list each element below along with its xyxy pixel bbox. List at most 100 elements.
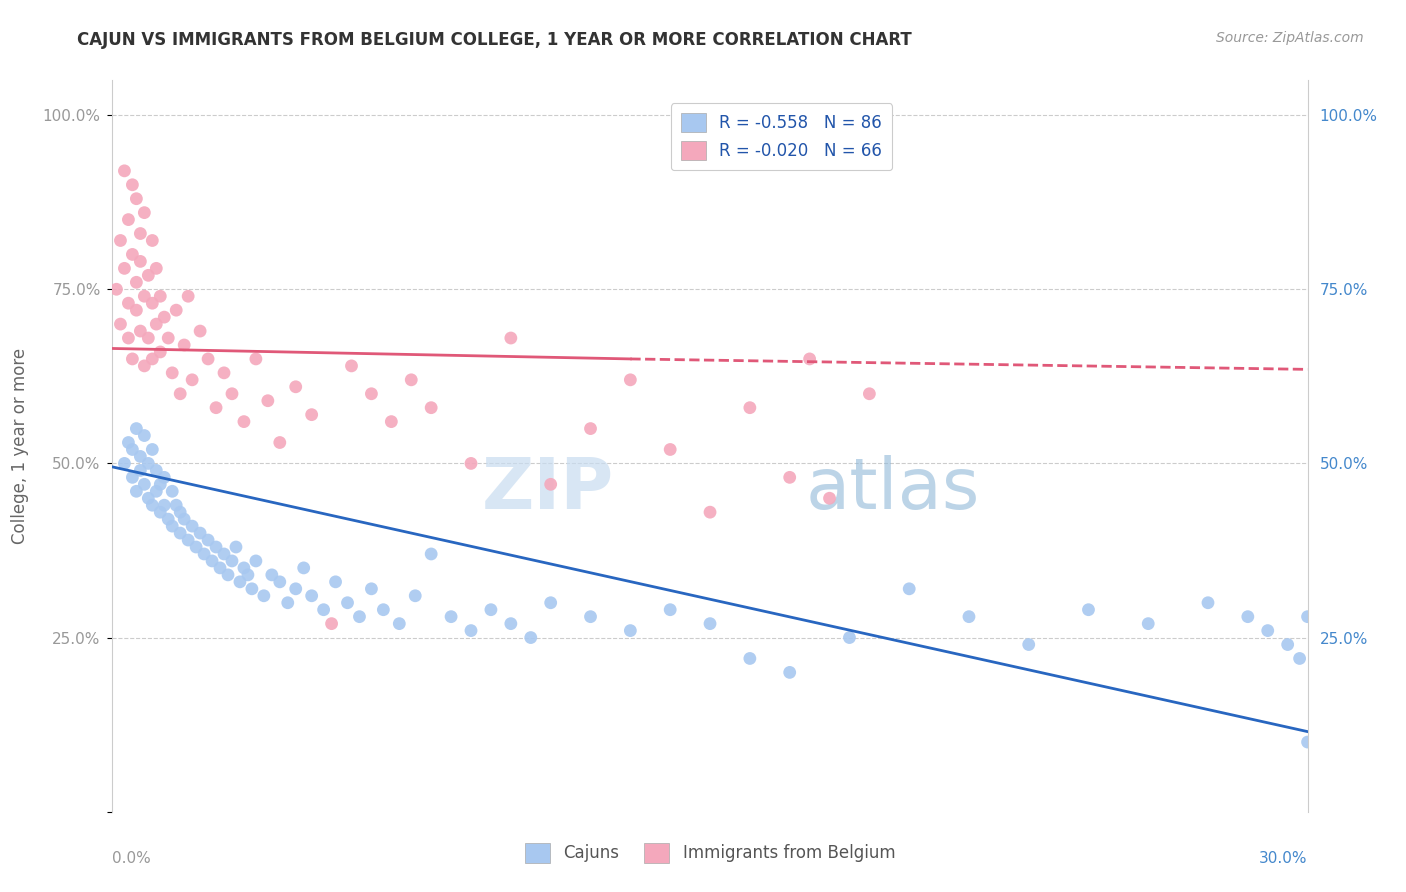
Point	[145, 484, 167, 499]
Point	[145, 317, 167, 331]
Point	[129, 254, 152, 268]
Point	[134, 428, 156, 442]
Point	[301, 589, 323, 603]
Point	[129, 324, 152, 338]
Point	[181, 373, 204, 387]
Point	[138, 491, 160, 506]
Point	[260, 567, 283, 582]
Point	[217, 567, 239, 582]
Point	[349, 609, 371, 624]
Point	[193, 547, 215, 561]
Point	[479, 603, 502, 617]
Point	[1197, 596, 1219, 610]
Point	[1296, 609, 1319, 624]
Point	[121, 470, 143, 484]
Point	[134, 205, 156, 219]
Point	[145, 261, 167, 276]
Point	[284, 380, 307, 394]
Point	[141, 234, 163, 248]
Point	[373, 603, 395, 617]
Point	[129, 450, 152, 464]
Point	[162, 484, 183, 499]
Point	[149, 289, 172, 303]
Point	[153, 310, 176, 325]
Point	[325, 574, 347, 589]
Point	[225, 540, 247, 554]
Point	[169, 386, 191, 401]
Point	[149, 505, 172, 519]
Point	[738, 651, 761, 665]
Point	[499, 616, 522, 631]
Point	[134, 359, 156, 373]
Point	[205, 540, 228, 554]
Point	[201, 554, 224, 568]
Point	[779, 470, 801, 484]
Point	[221, 386, 243, 401]
Point	[125, 421, 148, 435]
Point	[404, 589, 426, 603]
Point	[114, 164, 135, 178]
Point	[540, 596, 562, 610]
Point	[520, 631, 543, 645]
Point	[269, 435, 291, 450]
Point	[165, 498, 187, 512]
Point	[125, 303, 148, 318]
Point	[1288, 651, 1310, 665]
Point	[117, 212, 139, 227]
Point	[257, 393, 280, 408]
Point	[157, 331, 180, 345]
Point	[188, 324, 211, 338]
Point	[169, 505, 191, 519]
Point	[149, 477, 172, 491]
Point	[659, 442, 682, 457]
Point	[699, 505, 721, 519]
Point	[1077, 603, 1099, 617]
Point	[336, 596, 359, 610]
Point	[284, 582, 307, 596]
Y-axis label: College, 1 year or more: College, 1 year or more	[11, 348, 28, 544]
Point	[141, 442, 163, 457]
Point	[380, 415, 402, 429]
Point	[699, 616, 721, 631]
Point	[229, 574, 252, 589]
Point	[233, 415, 256, 429]
Point	[245, 554, 267, 568]
Point	[186, 540, 208, 554]
Point	[169, 526, 191, 541]
Point	[121, 351, 143, 366]
Point	[149, 345, 172, 359]
Point	[277, 596, 299, 610]
Point	[110, 317, 132, 331]
Point	[165, 303, 187, 318]
Point	[301, 408, 323, 422]
Point	[125, 192, 148, 206]
Point	[177, 289, 200, 303]
Point	[838, 631, 860, 645]
Point	[420, 547, 443, 561]
Point	[233, 561, 256, 575]
Point	[579, 609, 602, 624]
Point	[1137, 616, 1160, 631]
Point	[153, 498, 176, 512]
Point	[173, 512, 195, 526]
Point	[141, 498, 163, 512]
Point	[157, 512, 180, 526]
Point	[138, 331, 160, 345]
Point	[1257, 624, 1279, 638]
Point	[117, 331, 139, 345]
Point	[138, 268, 160, 283]
Point	[197, 351, 219, 366]
Point	[162, 366, 183, 380]
Point	[121, 247, 143, 261]
Point	[460, 457, 482, 471]
Point	[138, 457, 160, 471]
Point	[269, 574, 291, 589]
Point	[212, 366, 235, 380]
Point	[779, 665, 801, 680]
Point	[117, 435, 139, 450]
Point	[738, 401, 761, 415]
Point	[181, 519, 204, 533]
Point	[619, 624, 641, 638]
Point	[205, 401, 228, 415]
Point	[253, 589, 276, 603]
